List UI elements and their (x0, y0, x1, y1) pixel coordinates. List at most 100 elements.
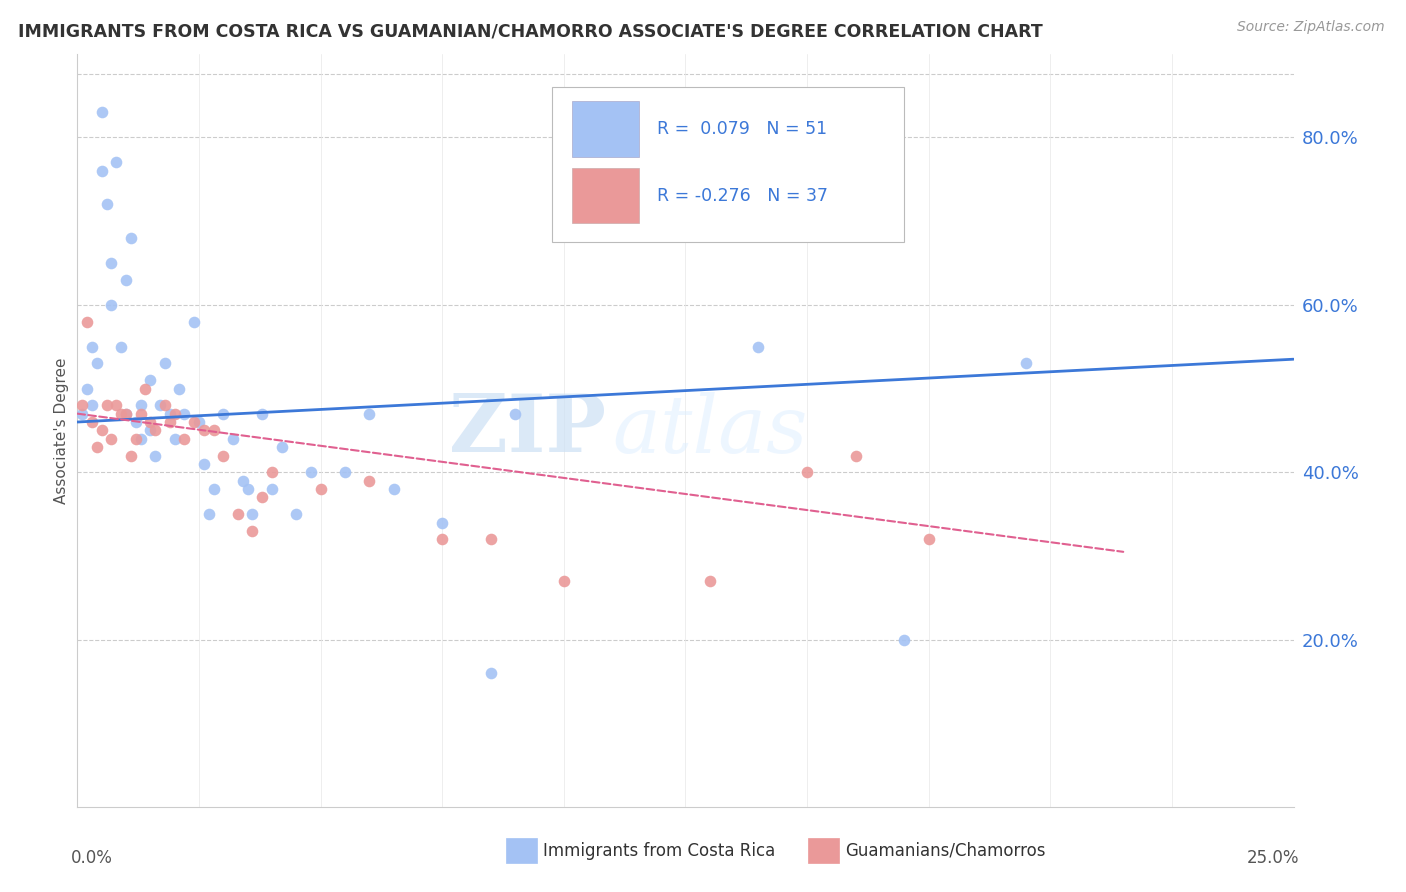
Point (173, 407, 195, 421)
Point (76, 382, 98, 396)
Point (86, 440, 108, 454)
Point (105, 155, 128, 169)
Y-axis label: Associate's Degree: Associate's Degree (53, 357, 69, 504)
FancyBboxPatch shape (551, 87, 904, 242)
Point (432, 533, 454, 547)
Point (100, 298, 122, 312)
Point (359, 474, 381, 488)
Point (226, 507, 249, 521)
Text: ZIP: ZIP (450, 392, 606, 469)
Point (115, 407, 138, 421)
Text: IMMIGRANTS FROM COSTA RICA VS GUAMANIAN/CHAMORRO ASSOCIATE'S DEGREE CORRELATION : IMMIGRANTS FROM COSTA RICA VS GUAMANIAN/… (18, 22, 1043, 40)
Point (149, 398, 172, 412)
Point (188, 415, 211, 429)
Point (250, 491, 273, 505)
Point (159, 407, 181, 421)
Point (173, 432, 195, 446)
Point (479, 533, 502, 547)
Point (299, 465, 322, 479)
Point (699, 574, 721, 589)
Point (202, 482, 225, 496)
Bar (572, 102, 640, 157)
Point (129, 398, 152, 412)
Point (70, 407, 93, 421)
Text: R = -0.276   N = 37: R = -0.276 N = 37 (658, 186, 828, 204)
Text: 25.0%: 25.0% (1247, 848, 1299, 867)
Point (163, 432, 186, 446)
Point (1015, 356, 1038, 370)
Point (183, 314, 205, 328)
Point (260, 482, 283, 496)
Point (222, 432, 245, 446)
Point (212, 407, 235, 421)
Point (183, 415, 205, 429)
Point (76, 314, 98, 328)
Point (796, 465, 818, 479)
Point (153, 356, 176, 370)
Point (90, 163, 112, 178)
Point (242, 524, 264, 538)
Text: 0.0%: 0.0% (72, 848, 112, 867)
Point (163, 407, 186, 421)
Point (553, 574, 575, 589)
Point (115, 407, 138, 421)
Point (80, 398, 103, 412)
Point (159, 415, 181, 429)
Point (845, 449, 868, 463)
Point (120, 231, 142, 245)
Point (153, 398, 176, 412)
Point (236, 482, 259, 496)
Point (432, 516, 454, 530)
Point (86, 356, 108, 370)
Point (143, 449, 166, 463)
Point (260, 465, 283, 479)
Point (285, 507, 308, 521)
Point (129, 407, 152, 421)
Point (70, 398, 93, 412)
Point (242, 507, 264, 521)
Point (193, 457, 215, 471)
Point (503, 407, 526, 421)
Point (129, 432, 152, 446)
Point (212, 449, 235, 463)
Point (918, 533, 941, 547)
Point (120, 449, 142, 463)
Point (139, 415, 162, 429)
Point (90, 424, 112, 438)
Point (193, 424, 215, 438)
Point (80, 415, 103, 429)
Text: R =  0.079   N = 51: R = 0.079 N = 51 (658, 120, 828, 138)
Text: atlas: atlas (613, 392, 808, 469)
Point (202, 424, 225, 438)
Point (96, 197, 118, 211)
Point (747, 340, 769, 354)
Point (125, 415, 148, 429)
Point (270, 440, 292, 454)
Point (139, 373, 162, 387)
Point (110, 340, 132, 354)
Point (134, 382, 156, 396)
Point (80, 340, 103, 354)
Point (125, 432, 148, 446)
Point (382, 482, 405, 496)
Point (893, 632, 915, 647)
Point (115, 273, 138, 287)
Text: Immigrants from Costa Rica: Immigrants from Costa Rica (543, 842, 775, 860)
Text: Guamanians/Chamorros: Guamanians/Chamorros (845, 842, 1046, 860)
Text: Source: ZipAtlas.com: Source: ZipAtlas.com (1237, 20, 1385, 34)
Point (96, 398, 118, 412)
Point (110, 407, 132, 421)
Point (333, 465, 356, 479)
Bar (572, 168, 640, 224)
Point (100, 432, 122, 446)
Point (143, 424, 166, 438)
Point (250, 407, 273, 421)
Point (90, 105, 112, 120)
Point (359, 407, 381, 421)
Point (309, 482, 332, 496)
Point (105, 398, 128, 412)
Point (169, 382, 191, 396)
Point (197, 507, 219, 521)
Point (139, 424, 162, 438)
Point (479, 666, 502, 681)
